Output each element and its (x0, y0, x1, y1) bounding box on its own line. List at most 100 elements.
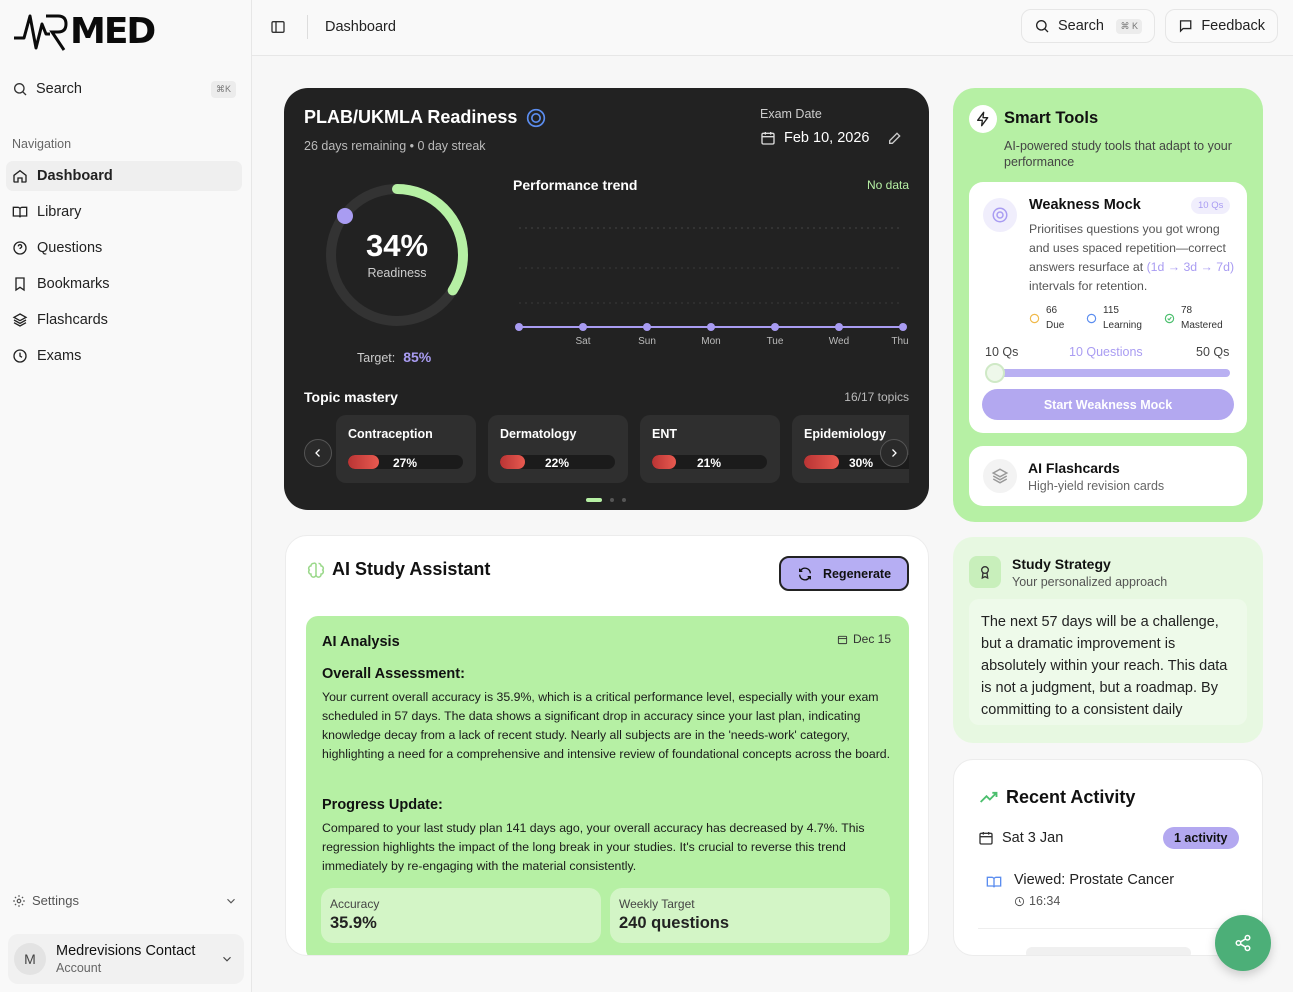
trend-point (515, 323, 523, 331)
readiness-percent: 34% (365, 228, 429, 263)
start-weakness-mock-button[interactable]: Start Weakness Mock (982, 389, 1234, 420)
sidebar-item-label: Bookmarks (37, 276, 110, 292)
trend-tick-label: Tue (767, 336, 784, 347)
sidebar-item-label: Library (37, 204, 82, 220)
chevron-left-icon (315, 449, 320, 457)
topic-card-contraception[interactable]: Contraception 27% (336, 415, 476, 483)
trend-chart: Sat Sun Mon Tue Wed Thu (515, 227, 909, 347)
award-icon (969, 556, 1001, 588)
gear-icon (13, 894, 25, 907)
trending-up-icon (980, 791, 998, 803)
sidebar-item-bookmarks[interactable]: Bookmarks (6, 269, 242, 299)
desc-intervals: (1d → 3d → 7d) (1146, 260, 1235, 274)
topic-name: Dermatology (500, 427, 577, 441)
activity-item[interactable]: Viewed: Prostate Cancer (1014, 872, 1175, 888)
target-icon[interactable] (526, 108, 546, 128)
target-label: Target: (357, 351, 396, 365)
sidebar-item-exams[interactable]: Exams (6, 341, 242, 371)
activity-date: Sat 3 Jan (1002, 830, 1064, 846)
scroll-more-indicator[interactable] (1026, 947, 1191, 955)
sidebar-toggle-icon[interactable] (270, 19, 286, 35)
trend-point (643, 323, 651, 331)
topic-card-dermatology[interactable]: Dermatology 22% (488, 415, 628, 483)
feedback-button[interactable]: Feedback (1165, 9, 1278, 43)
topic-percent: 30% (849, 456, 874, 470)
activity-time: 16:34 (1029, 894, 1061, 908)
trend-tick-label: Thu (891, 336, 908, 347)
topic-percent: 22% (545, 456, 570, 470)
question-count-slider[interactable] (987, 369, 1230, 377)
share-fab-button[interactable] (1215, 915, 1271, 971)
recent-title: Recent Activity (1006, 787, 1136, 807)
progress-heading: Progress Update: (322, 797, 443, 813)
brain-icon (1086, 313, 1097, 323)
trend-title: Performance trend (513, 177, 638, 193)
carousel-next-button[interactable] (880, 439, 908, 467)
recent-activity-card: Recent Activity Sat 3 Jan 1 activity Vie… (953, 759, 1263, 956)
topic-carousel: Contraception 27% Dermatology 22% ENT 21… (336, 88, 909, 510)
slider-thumb[interactable] (985, 363, 1005, 383)
topic-percent: 27% (393, 456, 418, 470)
trend-tick-label: Sat (575, 336, 590, 347)
carousel-dot-active[interactable] (586, 498, 602, 502)
carousel-dot[interactable] (622, 498, 626, 502)
check-circle-icon (1164, 313, 1175, 323)
sidebar-item-label: Flashcards (37, 312, 108, 328)
breadcrumb: Dashboard (325, 19, 396, 35)
carousel-prev-button[interactable] (304, 439, 332, 467)
overall-heading: Overall Assessment: (322, 666, 465, 682)
stat-value: 240 questions (619, 914, 730, 932)
brain-icon (307, 562, 325, 578)
sidebar-item-label: Exams (37, 348, 82, 364)
question-count-badge: 10 Qs (1191, 197, 1231, 214)
bookmark-icon (15, 277, 25, 292)
assistant-title: AI Study Assistant (332, 559, 491, 579)
sidebar-item-questions[interactable]: Questions (6, 233, 242, 263)
share-icon (1235, 934, 1251, 952)
readiness-card: PLAB/UKMLA Readiness 26 days remaining •… (284, 88, 929, 510)
topic-card-ent[interactable]: ENT 21% (640, 415, 780, 483)
topic-bar (500, 455, 615, 469)
smart-tools-title: Smart Tools (1004, 109, 1099, 127)
topic-name: Contraception (348, 427, 433, 441)
app-logo[interactable]: MED (12, 10, 156, 52)
smart-tools-subtitle: AI-powered study tools that adapt to you… (1004, 139, 1232, 169)
account-menu[interactable]: M Medrevisions Contact Account (8, 934, 244, 984)
topic-bar-fill (500, 455, 526, 469)
calendar-icon (979, 832, 993, 845)
target-value: 85% (403, 349, 432, 365)
sidebar-item-library[interactable]: Library (6, 197, 242, 227)
stat-label: Learning (1103, 320, 1142, 331)
help-circle-icon (13, 241, 27, 255)
settings-toggle[interactable]: Settings (12, 893, 238, 908)
flashcards-title: AI Flashcards (1028, 460, 1120, 476)
readiness-gauge (326, 184, 468, 326)
sidebar-search[interactable]: Search ⌘K (12, 78, 236, 100)
regenerate-button[interactable]: Regenerate (779, 556, 909, 591)
sidebar-item-dashboard[interactable]: Dashboard (6, 161, 242, 191)
layers-icon (12, 313, 28, 327)
stat-number: 78 (1181, 305, 1193, 316)
lightning-icon (969, 105, 997, 133)
top-search-button[interactable]: Search ⌘ K (1021, 9, 1155, 43)
sidebar-item-flashcards[interactable]: Flashcards (6, 305, 242, 335)
activity-time-row: 16:34 (1014, 894, 1060, 908)
search-shortcut: ⌘ K (1116, 18, 1142, 34)
edit-pencil-icon[interactable] (887, 130, 903, 146)
ai-flashcards-card[interactable]: AI Flashcards High-yield revision cards (969, 446, 1247, 506)
divider (307, 15, 308, 39)
weakness-mock-description: Prioritises questions you got wrong and … (1029, 220, 1237, 296)
top-search-label: Search (1058, 18, 1104, 34)
slider-min-label: 10 Qs (985, 345, 1019, 359)
topic-bar-fill (652, 455, 677, 469)
account-role: Account (56, 961, 102, 975)
desc-text: Prioritises questions you got wrong and … (1029, 222, 1226, 274)
target-row: Target: 85% (357, 349, 431, 365)
exam-date-row: Feb 10, 2026 (760, 130, 903, 146)
book-open-icon (12, 206, 28, 218)
stat-label: Due (1046, 320, 1065, 331)
flashcards-subtitle: High-yield revision cards (1028, 479, 1165, 493)
feedback-label: Feedback (1201, 18, 1265, 34)
carousel-dot[interactable] (610, 498, 614, 502)
refresh-icon (798, 567, 811, 580)
